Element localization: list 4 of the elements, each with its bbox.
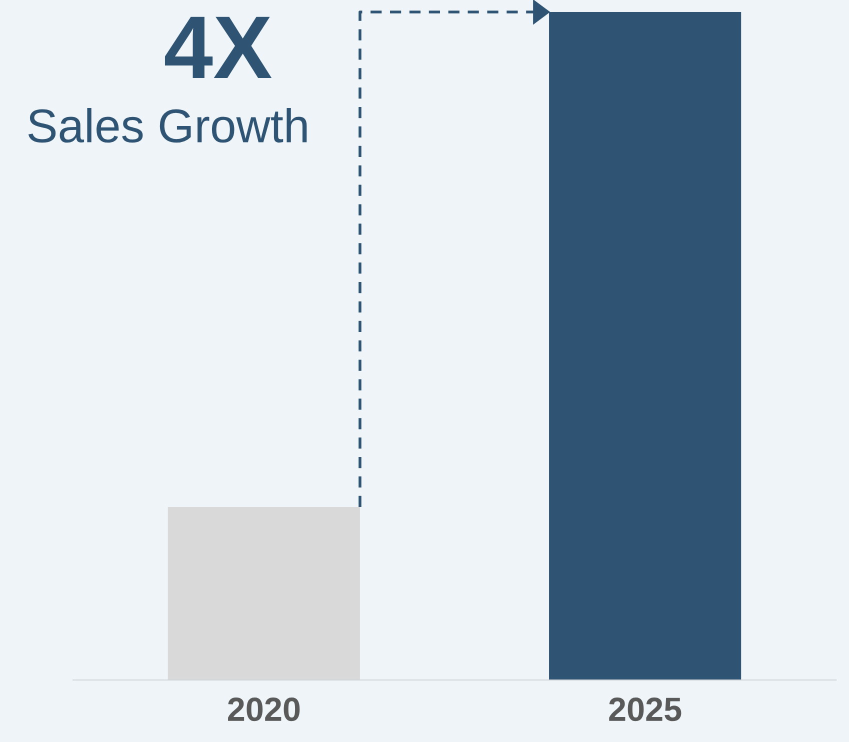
- x-tick-label: 2025: [609, 698, 682, 722]
- annotation: Sales Growth: [28, 108, 307, 143]
- x-tick-label: 2020: [228, 698, 300, 722]
- annotation: 4X: [164, 16, 272, 78]
